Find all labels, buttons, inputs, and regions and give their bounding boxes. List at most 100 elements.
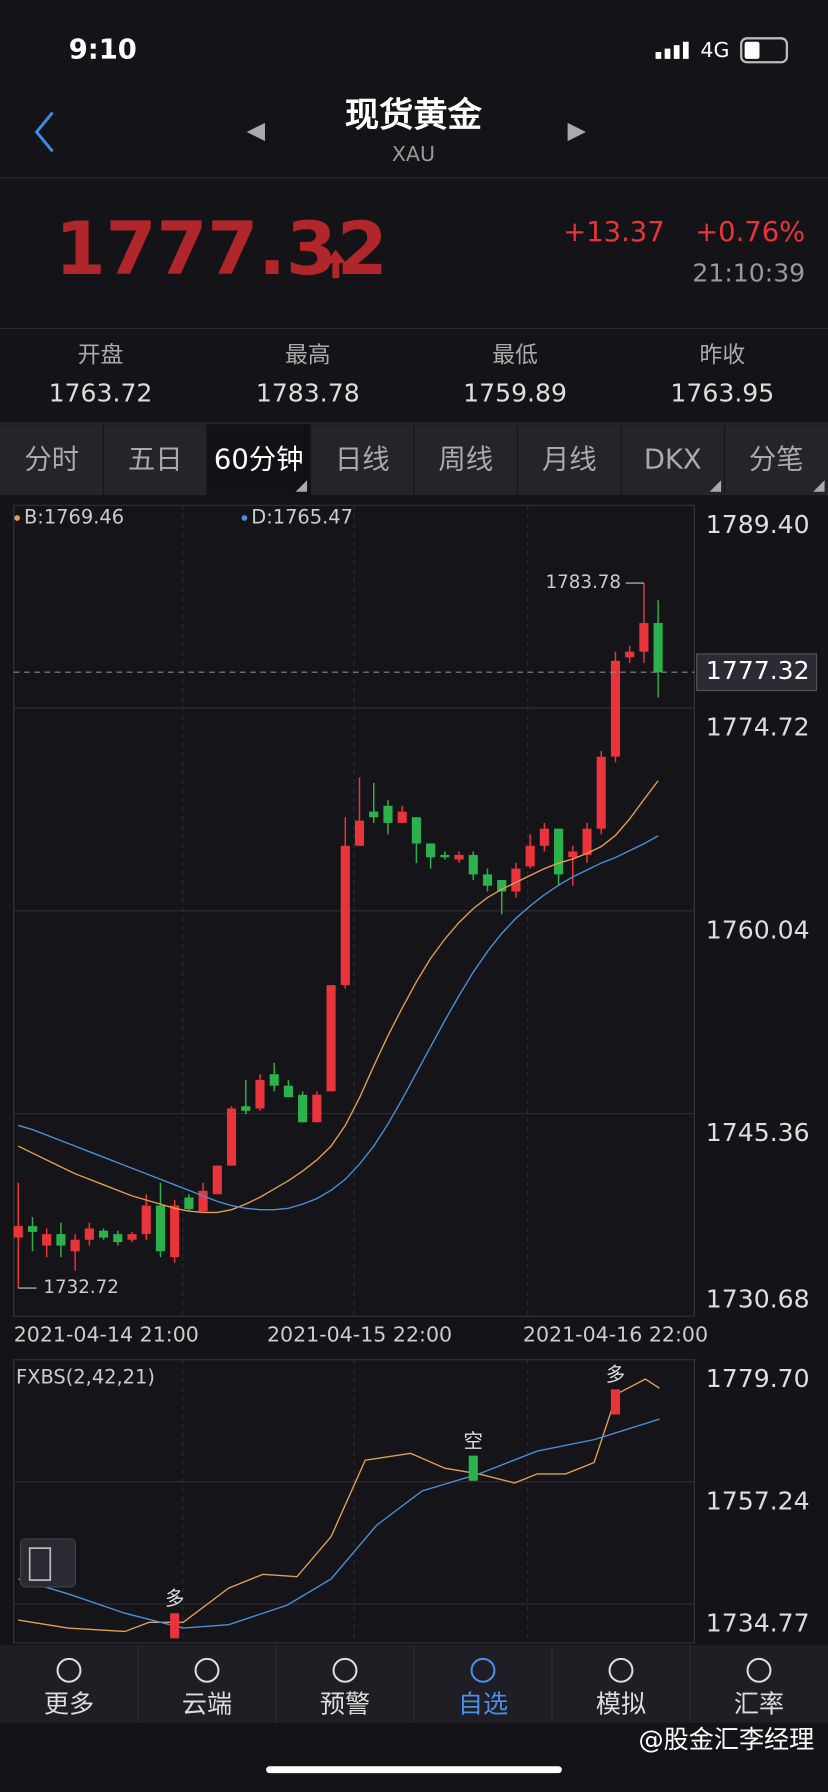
x-tick-label: 2021-04-16 22:00 [523, 1323, 708, 1347]
indicator-line [18, 1418, 660, 1629]
candle-body [411, 817, 421, 844]
stat-label: 最高 [285, 342, 331, 368]
candle-body [212, 1165, 222, 1195]
tab[interactable]: 60分钟 [214, 444, 304, 475]
indicator-line [18, 1378, 660, 1633]
annotation-label: 1732.72 [43, 1277, 119, 1298]
candle-body [283, 1085, 293, 1098]
signal-label: 多 [165, 1587, 184, 1610]
prev-button[interactable] [246, 122, 265, 142]
candle-body [84, 1228, 94, 1240]
nav-label[interactable]: 云端 [182, 1690, 232, 1719]
sub-chart-title: FXBS(2,42,21) [16, 1365, 155, 1388]
y-tick-label: 1734.77 [706, 1609, 810, 1638]
battery [740, 37, 789, 64]
candle-body [198, 1190, 208, 1212]
tab[interactable]: DKX [644, 444, 702, 475]
home-indicator [266, 1766, 562, 1774]
tab-corner [295, 480, 308, 492]
watermark: @股金汇李经理 [639, 1725, 815, 1754]
candle-body [13, 1226, 23, 1238]
candle-body [582, 828, 592, 855]
candle-body [554, 828, 564, 875]
current-price-tag [696, 653, 818, 692]
nav: 更多 云端 预警 自选 模拟 汇率 [44, 1645, 784, 1723]
battery-level [744, 41, 760, 59]
candle-body [170, 1205, 180, 1258]
stat-label: 最低 [492, 342, 538, 368]
candle-body [482, 874, 493, 886]
annotation-label: 1783.78 [546, 572, 622, 593]
up-arrow [325, 249, 347, 279]
legend-label: B:1769.46 [24, 505, 124, 528]
candle-body [568, 851, 578, 858]
candle-body [56, 1234, 66, 1246]
moving-average [18, 835, 659, 1211]
candle-body [511, 868, 521, 892]
candle-body [241, 1106, 251, 1111]
price: 1777.32 [55, 207, 388, 292]
stat-value: 1763.95 [670, 379, 774, 408]
candle-body [596, 756, 606, 829]
legend-dot [14, 515, 20, 521]
candle-body [397, 811, 407, 823]
back-button[interactable] [34, 111, 54, 153]
x-tick-label: 2021-04-14 21:00 [14, 1323, 199, 1347]
nav-icon [332, 1657, 358, 1683]
candle-body [468, 854, 478, 875]
tab[interactable]: 分时 [24, 444, 79, 475]
candle-body [340, 845, 350, 986]
nav-label[interactable]: 更多 [44, 1690, 94, 1719]
y-tick-label: 1774.72 [706, 713, 810, 742]
candle-body [639, 623, 649, 652]
candle-body [426, 843, 436, 858]
candle-body [184, 1197, 194, 1209]
candle-body [226, 1108, 237, 1166]
candle-body [255, 1079, 265, 1109]
legend-label: D:1765.47 [251, 505, 353, 528]
x-tick-label: 2021-04-15 22:00 [267, 1323, 452, 1347]
candle-body [326, 985, 336, 1092]
tab[interactable]: 月线 [542, 444, 597, 475]
candle-body [525, 845, 535, 867]
tab[interactable]: 五日 [128, 444, 183, 475]
candle-body [269, 1074, 279, 1086]
stats: 开盘 1763.72 最高 1783.78 最低 1759.89 昨收 1763.95 [0, 342, 828, 424]
layout-icon[interactable] [19, 1538, 76, 1588]
tab[interactable]: 分笔 [749, 444, 804, 475]
signal-marker [610, 1389, 621, 1415]
tab[interactable]: 周线 [438, 444, 493, 475]
subtitle: XAU [392, 142, 435, 166]
next-button[interactable] [567, 122, 586, 142]
change-pct: +0.76% [695, 217, 805, 248]
y-tick-label: 1760.04 [706, 915, 810, 944]
y-tick-label: 1789.40 [706, 510, 810, 539]
nav-label[interactable]: 自选 [458, 1690, 508, 1719]
stat-label: 开盘 [78, 342, 124, 368]
nav-label[interactable]: 模拟 [596, 1690, 646, 1719]
nav-icon [470, 1657, 496, 1683]
y-tick-label: 1730.68 [706, 1284, 810, 1313]
candle-body [497, 880, 507, 892]
title: 现货黄金 [345, 96, 483, 136]
candle-body [42, 1234, 52, 1246]
current-price-label: 1777.32 [706, 656, 810, 685]
status-network: 4G [700, 38, 729, 62]
candle-body [610, 660, 621, 757]
tab[interactable]: 日线 [335, 444, 390, 475]
candle-body [70, 1239, 80, 1252]
candle-body [127, 1234, 137, 1240]
signal-label: 多 [606, 1363, 625, 1386]
moving-average [17, 780, 659, 1214]
tabs: 分时 五日 60分钟 日线 周线 月线 DKX 分笔 [24, 424, 825, 496]
nav-label[interactable]: 汇率 [734, 1690, 784, 1719]
nav-label[interactable]: 预警 [320, 1690, 370, 1719]
candle-body [298, 1094, 308, 1123]
charts: 1789.40 1774.72 1760.04 1745.36 1730.68 B:176… [13, 504, 818, 1639]
nav-icon [608, 1657, 634, 1683]
stat-value: 1763.72 [49, 379, 153, 408]
nav-icon [746, 1657, 772, 1683]
signal-marker [468, 1455, 478, 1481]
